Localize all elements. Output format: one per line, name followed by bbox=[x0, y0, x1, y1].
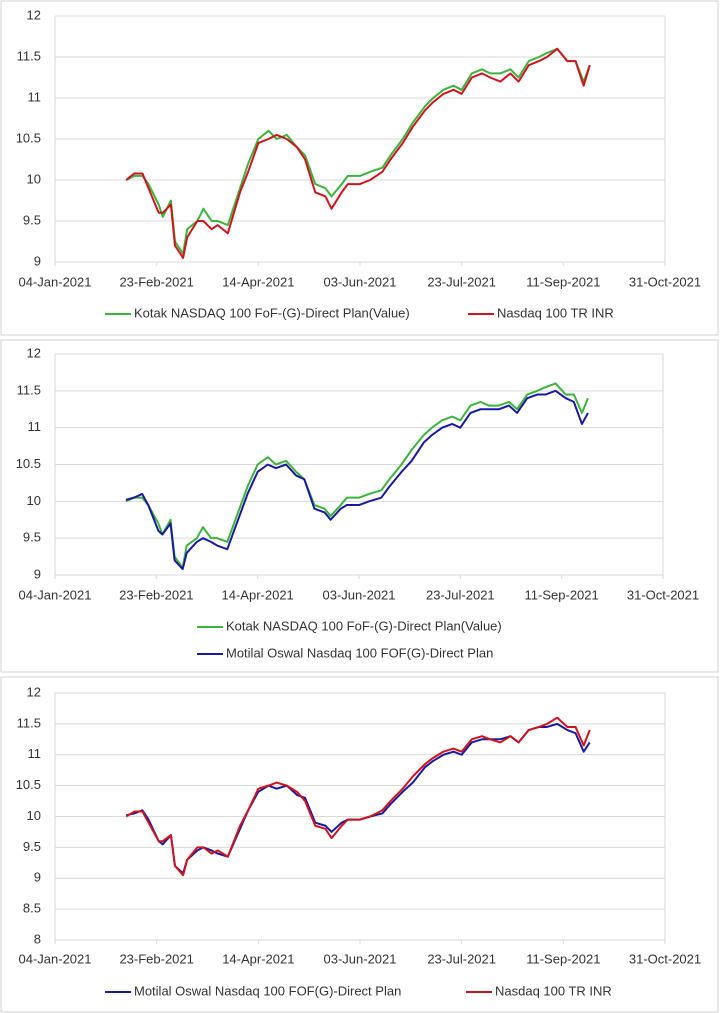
x-tick-label: 03-Jun-2021 bbox=[323, 587, 396, 602]
x-tick-label: 23-Jul-2021 bbox=[427, 274, 496, 289]
x-tick-label: 11-Sep-2021 bbox=[526, 951, 600, 966]
x-tick-label: 23-Feb-2021 bbox=[119, 587, 193, 602]
y-tick-label: 12 bbox=[27, 345, 41, 360]
x-tick-label: 23-Feb-2021 bbox=[119, 274, 193, 289]
legend-label: Nasdaq 100 TR INR bbox=[497, 305, 614, 320]
y-tick-label: 10 bbox=[27, 493, 41, 508]
series-line bbox=[125, 716, 591, 877]
x-tick-label: 04-Jan-2021 bbox=[19, 274, 92, 289]
chart-panel: 8 8.5 9 9.5 10 10.5 11 11.5 12 04-Jan-2021 23-Feb-… bbox=[0, 676, 719, 1013]
series-line bbox=[125, 382, 589, 569]
y-tick-label: 9 bbox=[34, 566, 41, 581]
x-tick-label: 31-Oct-2021 bbox=[629, 951, 701, 966]
y-tick-label: 12 bbox=[27, 684, 41, 699]
x-tick-label: 11-Sep-2021 bbox=[525, 587, 599, 602]
x-tick-label: 11-Sep-2021 bbox=[526, 274, 600, 289]
legend-label: Motilal Oswal Nasdaq 100 FOF(G)-Direct P… bbox=[226, 645, 493, 660]
x-tick-label: 14-Apr-2021 bbox=[222, 951, 294, 966]
y-tick-label: 9 bbox=[34, 870, 41, 885]
x-tick-label: 14-Apr-2021 bbox=[222, 587, 294, 602]
x-tick-label: 03-Jun-2021 bbox=[324, 951, 397, 966]
x-tick-label: 04-Jan-2021 bbox=[19, 587, 92, 602]
chart-panel: 9 9.5 10 10.5 11 11.5 12 04-Jan-2021 23-Feb-2021… bbox=[0, 0, 719, 336]
legend-label: Nasdaq 100 TR INR bbox=[495, 983, 612, 998]
y-tick-label: 11 bbox=[28, 419, 42, 434]
panel-frame bbox=[0, 676, 719, 1013]
y-tick-label: 10.5 bbox=[16, 777, 41, 792]
x-tick-label: 31-Oct-2021 bbox=[629, 274, 701, 289]
y-tick-label: 9.5 bbox=[23, 530, 41, 545]
series-line bbox=[125, 47, 591, 255]
legend-label: Kotak NASDAQ 100 FoF-(G)-Direct Plan(Val… bbox=[226, 618, 502, 633]
y-tick-label: 8.5 bbox=[23, 901, 41, 916]
y-tick-label: 9.5 bbox=[23, 839, 41, 854]
y-tick-label: 9 bbox=[34, 253, 41, 268]
y-tick-label: 11.5 bbox=[17, 48, 41, 63]
y-tick-label: 11.5 bbox=[17, 715, 41, 730]
legend-label: Motilal Oswal Nasdaq 100 FOF(G)-Direct P… bbox=[134, 983, 401, 998]
x-tick-label: 23-Feb-2021 bbox=[119, 951, 193, 966]
y-tick-label: 12 bbox=[27, 7, 41, 22]
y-tick-label: 8 bbox=[34, 931, 41, 946]
panel-frame bbox=[0, 339, 719, 673]
x-tick-label: 03-Jun-2021 bbox=[324, 274, 397, 289]
x-tick-label: 04-Jan-2021 bbox=[19, 951, 92, 966]
y-tick-label: 11.5 bbox=[17, 382, 41, 397]
legend-label: Kotak NASDAQ 100 FoF-(G)-Direct Plan(Val… bbox=[134, 305, 410, 320]
y-tick-label: 11 bbox=[28, 89, 42, 104]
x-tick-label: 23-Jul-2021 bbox=[426, 587, 495, 602]
y-tick-label: 9.5 bbox=[23, 212, 41, 227]
y-tick-label: 11 bbox=[28, 746, 42, 761]
y-tick-label: 10 bbox=[27, 808, 41, 823]
x-tick-label: 31-Oct-2021 bbox=[627, 587, 699, 602]
series-line bbox=[125, 47, 591, 259]
y-tick-label: 10.5 bbox=[16, 130, 41, 145]
x-tick-label: 14-Apr-2021 bbox=[222, 274, 294, 289]
series-line bbox=[125, 389, 589, 571]
y-tick-label: 10.5 bbox=[16, 456, 41, 471]
x-tick-label: 23-Jul-2021 bbox=[427, 951, 496, 966]
y-tick-label: 10 bbox=[27, 171, 41, 186]
chart-panel: 9 9.5 10 10.5 11 11.5 12 04-Jan-2021 23-Feb-2021… bbox=[0, 339, 719, 673]
